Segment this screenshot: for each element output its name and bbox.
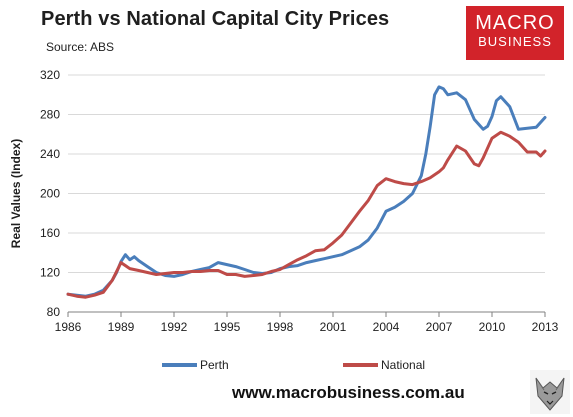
wolf-logo-icon [530, 370, 570, 414]
series-line-perth [66, 85, 547, 298]
x-tick-label: 1995 [214, 320, 241, 334]
x-tick-label: 2010 [479, 320, 506, 334]
gridlines [68, 74, 545, 273]
x-tick-label: 2004 [373, 320, 400, 334]
x-tick-label: 2007 [426, 320, 453, 334]
y-tick-label: 240 [40, 147, 60, 161]
logo-line-1: MACRO [475, 12, 555, 34]
legend-perth-label: Perth [200, 358, 229, 372]
y-axis-label: Real Values (Index) [9, 139, 23, 248]
chart-source: Source: ABS [46, 40, 115, 54]
x-tick-label: 1992 [161, 320, 188, 334]
legend: Perth National [162, 358, 425, 372]
chart-title: Perth vs National Capital City Prices [41, 8, 390, 30]
legend-national-label: National [381, 358, 425, 372]
x-axis-ticks: 1986 1989 1992 1995 1998 2001 2004 2007 2010 2013 [55, 312, 559, 334]
y-tick-label: 160 [40, 226, 60, 240]
x-tick-label: 1986 [55, 320, 82, 334]
y-tick-label: 80 [47, 305, 61, 319]
macrobusiness-logo: MACRO BUSINESS [466, 6, 564, 60]
y-tick-label: 320 [40, 68, 60, 82]
footer-url: www.macrobusiness.com.au [232, 383, 465, 402]
x-tick-label: 2001 [320, 320, 347, 334]
x-tick-label: 1989 [108, 320, 135, 334]
y-axis-ticks: 80 120 160 200 240 280 320 [40, 68, 60, 319]
y-tick-label: 200 [40, 187, 60, 201]
x-tick-label: 2013 [532, 320, 559, 334]
x-tick-label: 1998 [267, 320, 294, 334]
y-tick-label: 280 [40, 108, 60, 122]
logo-line-2: BUSINESS [478, 34, 552, 49]
y-tick-label: 120 [40, 266, 60, 280]
series-group [66, 85, 547, 299]
series-line-national [66, 130, 547, 299]
